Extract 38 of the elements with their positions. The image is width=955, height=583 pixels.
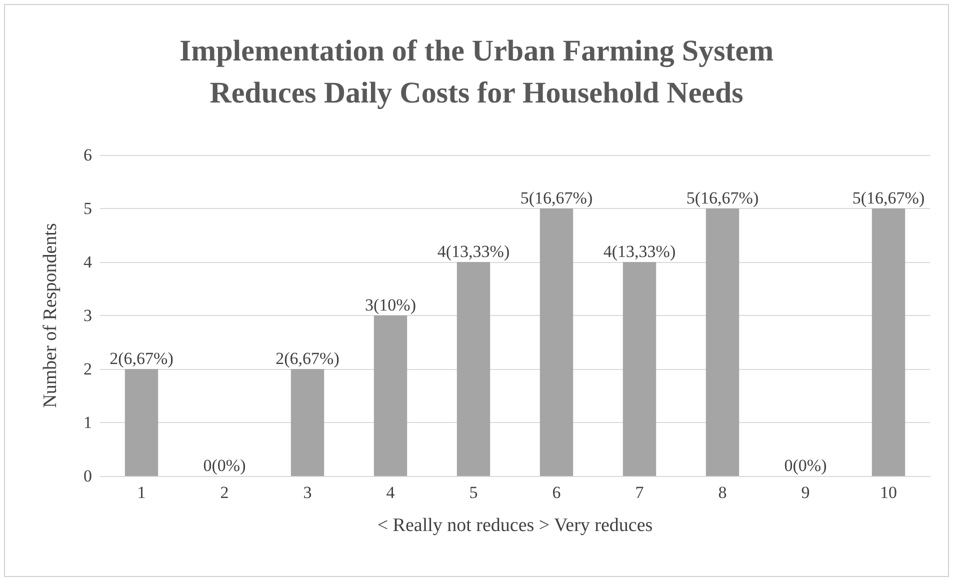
x-tick-label: 5 (469, 483, 478, 502)
bar (290, 369, 324, 476)
data-label: 3(10%) (365, 296, 416, 314)
y-tick-label: 6 (84, 146, 92, 164)
x-axis-title: < Really not reduces > Very reduces (377, 515, 653, 536)
data-label: 2(6,67%) (276, 349, 340, 368)
data-label: 2(6,67%) (110, 349, 174, 368)
bar (622, 262, 656, 476)
y-tick-label: 5 (84, 199, 92, 218)
data-label: 5(16,67%) (686, 188, 759, 208)
y-tick-label: 1 (84, 413, 92, 432)
x-tick-label: 4 (386, 483, 396, 502)
y-tick-label: 3 (84, 306, 92, 325)
y-tick-label: 4 (84, 252, 92, 272)
x-tick-label: 9 (801, 483, 810, 502)
x-tick-label: 3 (303, 483, 312, 502)
data-label: 0(0%) (784, 456, 827, 475)
bar (124, 369, 158, 476)
data-label: 4(13,33%) (437, 242, 510, 261)
x-tick-label: 7 (635, 483, 644, 502)
bar (706, 208, 740, 476)
bar (540, 208, 574, 476)
chart-title: Implementation of the Urban Farming System Reduces Daily Costs for Household Needs (179, 34, 774, 110)
y-axis-title: Number of Respondents (40, 223, 61, 408)
data-label: 5(16,67%) (852, 188, 925, 208)
y-tick-label: 2 (84, 360, 92, 378)
x-tick-label: 1 (137, 483, 146, 502)
bar (872, 208, 906, 476)
x-tick-label: 2 (220, 483, 229, 502)
bar (374, 316, 408, 476)
data-label: 5(16,67%) (520, 188, 593, 208)
y-tick-label: 0 (84, 466, 92, 486)
data-label: 0(0%) (203, 456, 246, 475)
x-tick-label: 10 (880, 483, 897, 502)
x-tick-label: 8 (718, 483, 727, 502)
x-tick-label: 6 (552, 483, 561, 502)
data-label: 4(13,33%) (603, 242, 676, 261)
bar (456, 262, 490, 476)
